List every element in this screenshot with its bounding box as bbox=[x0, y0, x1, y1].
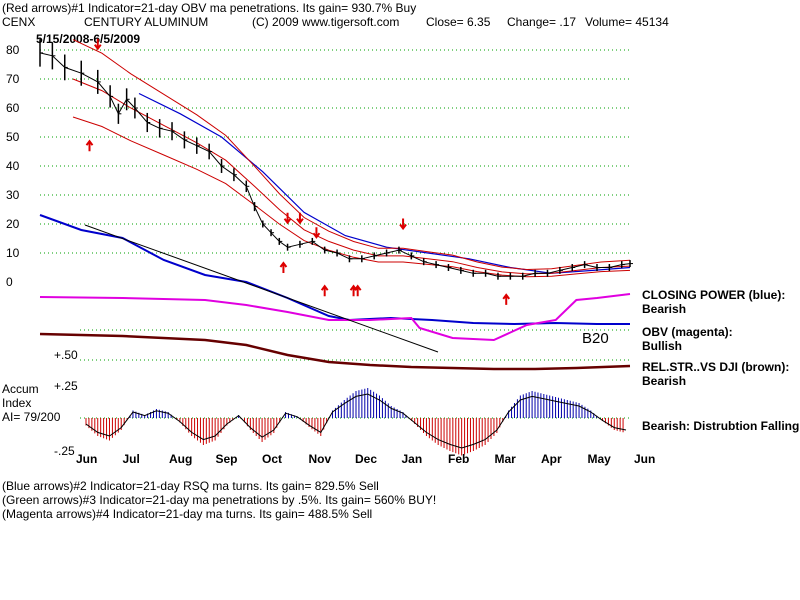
closing-power-state: Bearish bbox=[642, 302, 687, 316]
up-arrow bbox=[320, 284, 329, 297]
trendline bbox=[84, 224, 439, 353]
x-tick-label: Apr bbox=[541, 452, 562, 466]
copyright: (C) 2009 www.tigersoft.com bbox=[252, 15, 400, 29]
long-moving-average bbox=[138, 92, 631, 274]
minus-25-label: -.25 bbox=[54, 444, 75, 458]
x-tick-label: Mar bbox=[495, 452, 517, 466]
down-arrow bbox=[283, 212, 292, 225]
moving-average-bands bbox=[72, 39, 631, 278]
footer-line-1: (Blue arrows)#2 Indicator=21-day RSQ ma … bbox=[2, 479, 379, 493]
ticker-symbol: CENX bbox=[2, 15, 36, 29]
plus-25-label: +.25 bbox=[54, 379, 78, 393]
lower-band bbox=[72, 116, 631, 278]
y-tick-label: 40 bbox=[6, 159, 20, 173]
closing-power-label: CLOSING POWER (blue): bbox=[642, 288, 786, 302]
header-line-1: (Red arrows)#1 Indicator=21-day OBV ma p… bbox=[2, 1, 417, 15]
down-arrow bbox=[93, 38, 102, 51]
footer-line-3: (Magenta arrows)#4 Indicator=21-day ma t… bbox=[2, 507, 373, 521]
y-tick-label: 50 bbox=[6, 130, 20, 144]
price-line bbox=[39, 52, 631, 277]
x-tick-label: Jun bbox=[76, 452, 97, 466]
volume-value: Volume= 45134 bbox=[585, 15, 669, 29]
y-tick-label: 0 bbox=[6, 275, 13, 289]
accum-subtitle: Index bbox=[2, 396, 32, 410]
obv-line bbox=[39, 293, 631, 342]
up-arrow bbox=[85, 139, 94, 152]
x-tick-label: Sep bbox=[216, 452, 238, 466]
company-name: CENTURY ALUMINUM bbox=[84, 15, 209, 29]
y-tick-label: 30 bbox=[6, 188, 20, 202]
down-arrow bbox=[399, 218, 407, 231]
x-tick-label: Oct bbox=[262, 452, 282, 466]
x-tick-label: Nov bbox=[309, 452, 332, 466]
x-tick-label: May bbox=[588, 452, 612, 466]
indicator-lines bbox=[39, 214, 631, 371]
obv-state: Bullish bbox=[642, 339, 683, 353]
x-tick-label: Jun bbox=[634, 452, 655, 466]
relstr-label: REL.STR..VS DJI (brown): bbox=[642, 360, 790, 374]
obv-label: OBV (magenta): bbox=[642, 325, 733, 339]
y-tick-label: 20 bbox=[6, 217, 20, 231]
footer-line-2: (Green arrows)#3 Indicator=21-day ma pen… bbox=[2, 493, 437, 507]
x-tick-label: Feb bbox=[448, 452, 469, 466]
ma-long-line bbox=[138, 92, 631, 274]
plus-50-label: +.50 bbox=[54, 348, 78, 362]
accum-title: Accum bbox=[2, 382, 39, 396]
down-arrow bbox=[312, 227, 321, 239]
x-tick-label: Jan bbox=[402, 452, 423, 466]
y-axis-labels: 80 70 60 50 40 30 20 10 0 bbox=[6, 43, 20, 289]
relstr-state: Bearish bbox=[642, 374, 687, 388]
price-bars bbox=[39, 39, 633, 280]
x-axis-labels: Jun Jul Aug Sep Oct Nov Dec Jan Feb Mar Apr May Jun bbox=[76, 452, 655, 466]
date-range: 5/15/2008-6/5/2009 bbox=[36, 32, 141, 46]
x-tick-label: Dec bbox=[355, 452, 377, 466]
down-arrow bbox=[296, 212, 304, 225]
accum-state: Bearish: Distrubtion Falling. bbox=[642, 419, 800, 433]
ai-value: AI= 79/200 bbox=[2, 410, 61, 424]
y-tick-label: 10 bbox=[6, 246, 20, 260]
b20-label: B20 bbox=[582, 330, 609, 347]
signal-arrows bbox=[85, 38, 511, 305]
accum-ma-line bbox=[85, 393, 627, 449]
y-tick-label: 60 bbox=[6, 101, 20, 115]
up-arrow bbox=[279, 261, 288, 273]
upper-band bbox=[72, 39, 631, 271]
change-value: Change= .17 bbox=[507, 15, 577, 29]
accum-index-histogram bbox=[85, 388, 627, 456]
x-tick-label: Jul bbox=[123, 452, 140, 466]
x-tick-label: Aug bbox=[169, 452, 192, 466]
up-arrow bbox=[502, 293, 511, 305]
y-tick-label: 70 bbox=[6, 72, 20, 86]
relstr-line bbox=[39, 332, 631, 371]
up-arrow bbox=[353, 284, 362, 297]
y-tick-label: 80 bbox=[6, 43, 20, 57]
close-value: Close= 6.35 bbox=[426, 15, 491, 29]
